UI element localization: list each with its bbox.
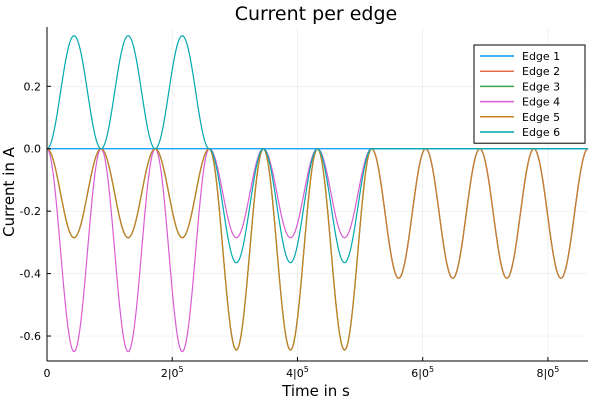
legend: Edge 1 Edge 2 Edge 3 Edge 4 Edge 5 Edge 6 [473, 44, 586, 144]
legend-label-edge-3: Edge 3 [522, 80, 560, 93]
legend-label-edge-5: Edge 5 [522, 111, 560, 124]
y-tick-label: -0.6 [20, 330, 41, 343]
x-tick-label-exponent: 5 [304, 365, 309, 374]
chart-title: Current per edge [235, 3, 398, 25]
y-axis-label: Current in A [0, 146, 18, 237]
series-layer [46, 35, 589, 353]
x-tick-label-exponent: 5 [554, 365, 559, 374]
axes: 0 2|05 4|05 6|05 8|05-0.6-0.4-0.20.00.2 [20, 27, 588, 380]
x-tick-label-exponent: 5 [179, 365, 184, 374]
series-line-edge-6 [46, 35, 588, 264]
series-line-edge-4 [46, 148, 589, 353]
series-line-edge-2 [46, 148, 589, 351]
series-line-edge-5 [46, 148, 589, 351]
y-tick-label: -0.2 [20, 205, 41, 218]
legend-label-edge-1: Edge 1 [522, 50, 560, 63]
x-tick-label: 6|05 [411, 365, 434, 380]
y-tick-label: 0.2 [24, 80, 42, 93]
x-tick-label-base: 2|0 [161, 367, 179, 380]
x-tick-label-base: 8|0 [537, 367, 555, 380]
legend-label-edge-2: Edge 2 [522, 65, 560, 78]
y-tick-label: -0.4 [20, 268, 41, 281]
x-tick-label: 4|05 [286, 365, 309, 380]
x-tick-label-base: 0 [44, 367, 51, 380]
legend-box [473, 44, 586, 144]
x-axis-label: Time in s [281, 382, 350, 400]
x-tick-label: 8|05 [537, 365, 560, 380]
legend-label-edge-4: Edge 4 [522, 96, 560, 109]
x-tick-label: 2|05 [161, 365, 184, 380]
y-tick-label: 0.0 [24, 143, 42, 156]
x-tick-label-exponent: 5 [429, 365, 434, 374]
legend-label-edge-6: Edge 6 [522, 126, 560, 139]
series-line-edge-3 [46, 148, 589, 351]
x-tick-label: 0 [44, 367, 51, 380]
x-tick-label-base: 4|0 [286, 367, 304, 380]
x-tick-label-base: 6|0 [411, 367, 429, 380]
